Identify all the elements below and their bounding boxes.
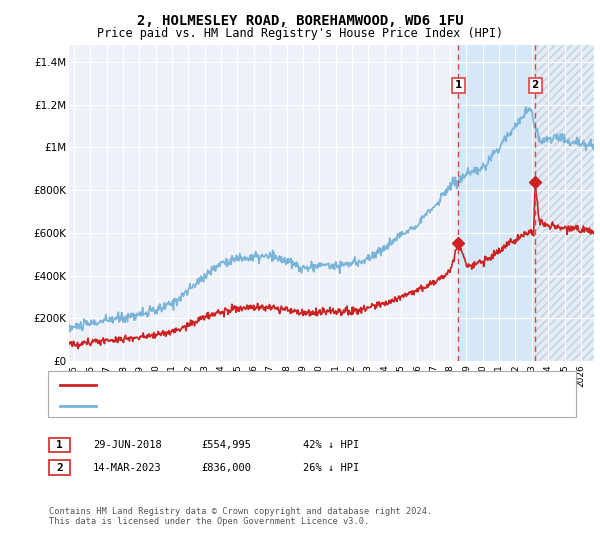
Text: 2: 2 xyxy=(532,81,539,90)
Text: 2, HOLMESLEY ROAD, BOREHAMWOOD, WD6 1FU: 2, HOLMESLEY ROAD, BOREHAMWOOD, WD6 1FU xyxy=(137,14,463,28)
Text: 29-JUN-2018: 29-JUN-2018 xyxy=(93,440,162,450)
Text: 1: 1 xyxy=(455,81,462,90)
Bar xyxy=(535,45,594,361)
Bar xyxy=(458,45,535,361)
Text: 1: 1 xyxy=(56,440,63,450)
Text: 42% ↓ HPI: 42% ↓ HPI xyxy=(303,440,359,450)
Text: HPI: Average price, detached house, Hertsmere: HPI: Average price, detached house, Hert… xyxy=(102,401,367,410)
Text: 26% ↓ HPI: 26% ↓ HPI xyxy=(303,463,359,473)
Text: Contains HM Land Registry data © Crown copyright and database right 2024.
This d: Contains HM Land Registry data © Crown c… xyxy=(49,507,433,526)
Text: £836,000: £836,000 xyxy=(201,463,251,473)
Text: £554,995: £554,995 xyxy=(201,440,251,450)
Text: 2, HOLMESLEY ROAD, BOREHAMWOOD, WD6 1FU (detached house): 2, HOLMESLEY ROAD, BOREHAMWOOD, WD6 1FU … xyxy=(102,380,431,390)
Bar xyxy=(535,45,594,361)
Text: Price paid vs. HM Land Registry's House Price Index (HPI): Price paid vs. HM Land Registry's House … xyxy=(97,27,503,40)
Text: 14-MAR-2023: 14-MAR-2023 xyxy=(93,463,162,473)
Text: 2: 2 xyxy=(56,463,63,473)
